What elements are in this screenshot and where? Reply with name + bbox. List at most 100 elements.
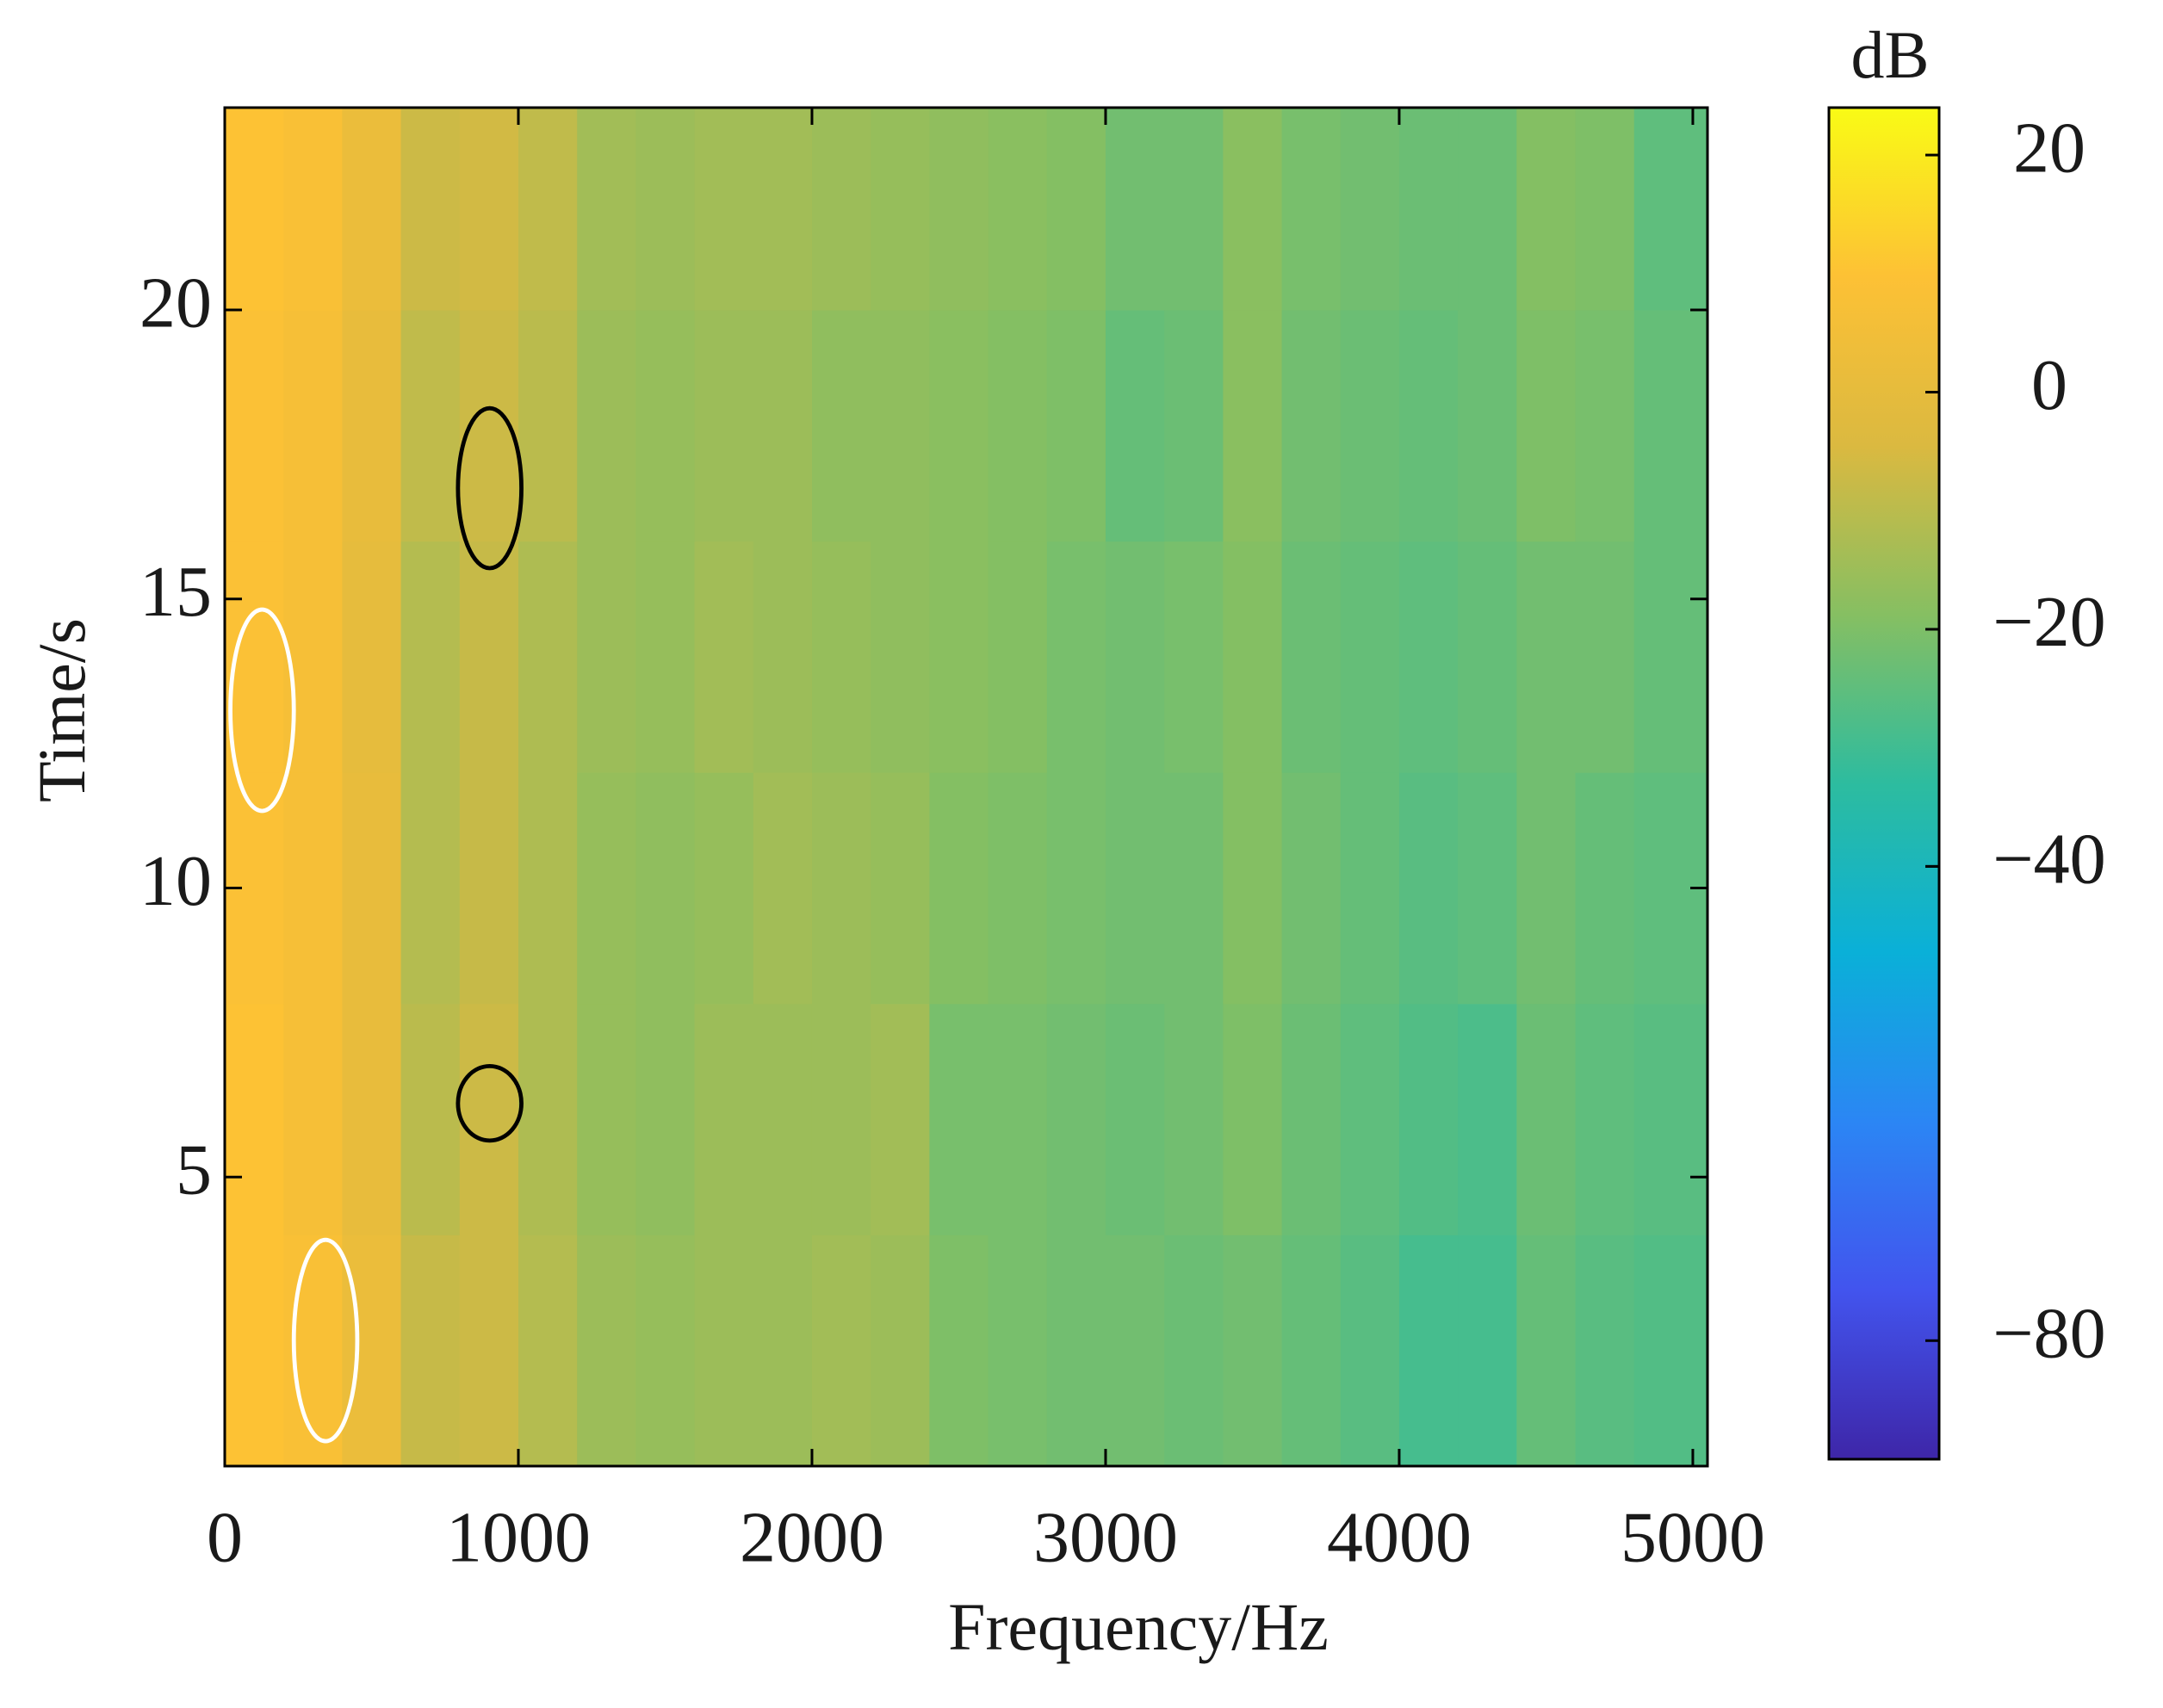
heatmap-cell	[753, 1003, 813, 1235]
heatmap-cell	[1633, 1003, 1707, 1235]
heatmap-cell	[1458, 108, 1517, 311]
colorbar	[1827, 106, 1941, 1461]
heatmap-cell	[1046, 1003, 1106, 1235]
heatmap-cell	[459, 108, 519, 311]
heatmap-cell	[518, 772, 578, 1005]
heatmap-cell	[1516, 541, 1577, 773]
x-tick-label: 1000	[446, 1497, 591, 1577]
heatmap-cell	[225, 1003, 284, 1235]
heatmap-cell	[577, 1003, 636, 1235]
heatmap-cell	[1223, 310, 1283, 542]
heatmap-cell	[1046, 1235, 1106, 1466]
heatmap-cell	[400, 108, 461, 311]
heatmap-cell	[988, 772, 1048, 1005]
heatmap-cell	[1223, 108, 1283, 311]
heatmap-cell	[1575, 310, 1635, 542]
highlight-ellipse	[291, 1237, 360, 1444]
heatmap-cell	[577, 108, 636, 311]
heatmap-cell	[1164, 108, 1224, 311]
heatmap-cell	[871, 541, 930, 773]
heatmap-cell	[1633, 541, 1707, 773]
colorbar-label: dB	[1850, 17, 1929, 92]
y-axis-label: Time/s	[24, 618, 99, 802]
heatmap-cell	[1105, 310, 1165, 542]
heatmap-cell	[342, 1003, 402, 1235]
heatmap-cell	[342, 1235, 402, 1466]
heatmap-cell	[1398, 310, 1459, 542]
heatmap-cell	[1575, 541, 1635, 773]
heatmap-cell	[635, 772, 696, 1005]
heatmap-cell	[1458, 541, 1517, 773]
heatmap-cell	[635, 1003, 696, 1235]
heatmap-cell	[694, 541, 754, 773]
heatmap-cell	[988, 541, 1048, 773]
highlight-ellipse	[456, 405, 524, 571]
colorbar-tick-label: 0	[2031, 345, 2067, 425]
heatmap-cell	[1633, 108, 1707, 311]
heatmap-cell	[1281, 310, 1342, 542]
heatmap-cell	[518, 310, 578, 542]
y-tick-label: 10	[139, 841, 212, 921]
plot-frame	[223, 106, 1709, 1468]
y-tick-label: 20	[139, 263, 212, 343]
heatmap-cell	[1340, 310, 1400, 542]
heatmap-cell	[694, 108, 754, 311]
heatmap-cell	[694, 1003, 754, 1235]
colorbar-tick-label: −20	[1993, 582, 2105, 662]
colorbar-tick-label: −40	[1993, 820, 2105, 900]
highlight-ellipse	[456, 1063, 524, 1143]
heatmap-cell	[1164, 541, 1224, 773]
heatmap-cell	[811, 1235, 871, 1466]
heatmap-cell	[1164, 310, 1224, 542]
heatmap-cell	[1516, 1003, 1577, 1235]
heatmap-cell	[225, 310, 284, 542]
heatmap-cell	[342, 108, 402, 311]
heatmap-cell	[1458, 1235, 1517, 1466]
heatmap-cell	[988, 1003, 1048, 1235]
heatmap-cell	[811, 108, 871, 311]
heatmap-cell	[635, 1235, 696, 1466]
heatmap-cell	[518, 1235, 578, 1466]
heatmap-cell	[1164, 1235, 1224, 1466]
heatmap-cell	[1046, 541, 1106, 773]
heatmap-cell	[1223, 772, 1283, 1005]
heatmap-cell	[694, 772, 754, 1005]
heatmap-cell	[694, 310, 754, 542]
heatmap-cell	[577, 1235, 636, 1466]
heatmap-cell	[811, 772, 871, 1005]
colorbar-tick-label: −80	[1993, 1294, 2105, 1374]
heatmap-cell	[1223, 1003, 1283, 1235]
heatmap-cell	[753, 108, 813, 311]
heatmap-cell	[1046, 108, 1106, 311]
heatmap-cell	[283, 108, 343, 311]
heatmap-cell	[1575, 108, 1635, 311]
heatmap-cell	[1340, 772, 1400, 1005]
heatmap-cell	[1458, 310, 1517, 542]
heatmap-cell	[1633, 310, 1707, 542]
x-tick-label: 2000	[740, 1497, 884, 1577]
heatmap-cell	[1398, 108, 1459, 311]
heatmap-cell	[1516, 1235, 1577, 1466]
heatmap-cell	[342, 772, 402, 1005]
heatmap-cell	[811, 1003, 871, 1235]
heatmap-cell	[929, 1003, 989, 1235]
colorbar-tick-label: 20	[2013, 108, 2086, 188]
heatmap-cell	[929, 1235, 989, 1466]
x-axis-label: Frequency/Hz	[948, 1589, 1329, 1664]
heatmap-cell	[1223, 541, 1283, 773]
heatmap-cell	[1164, 1003, 1224, 1235]
heatmap-cell	[1516, 108, 1577, 311]
heatmap-cell	[1105, 108, 1165, 311]
heatmap-cell	[635, 310, 696, 542]
heatmap-cell	[1223, 1235, 1283, 1466]
heatmap-cell	[1340, 1003, 1400, 1235]
heatmap-cell	[400, 310, 461, 542]
heatmap-cell	[1340, 1235, 1400, 1466]
heatmap-cell	[1398, 772, 1459, 1005]
heatmap-cell	[871, 310, 930, 542]
heatmap-cell	[635, 541, 696, 773]
x-tick-label: 5000	[1621, 1497, 1765, 1577]
heatmap-cell	[753, 541, 813, 773]
heatmap-cell	[988, 1235, 1048, 1466]
